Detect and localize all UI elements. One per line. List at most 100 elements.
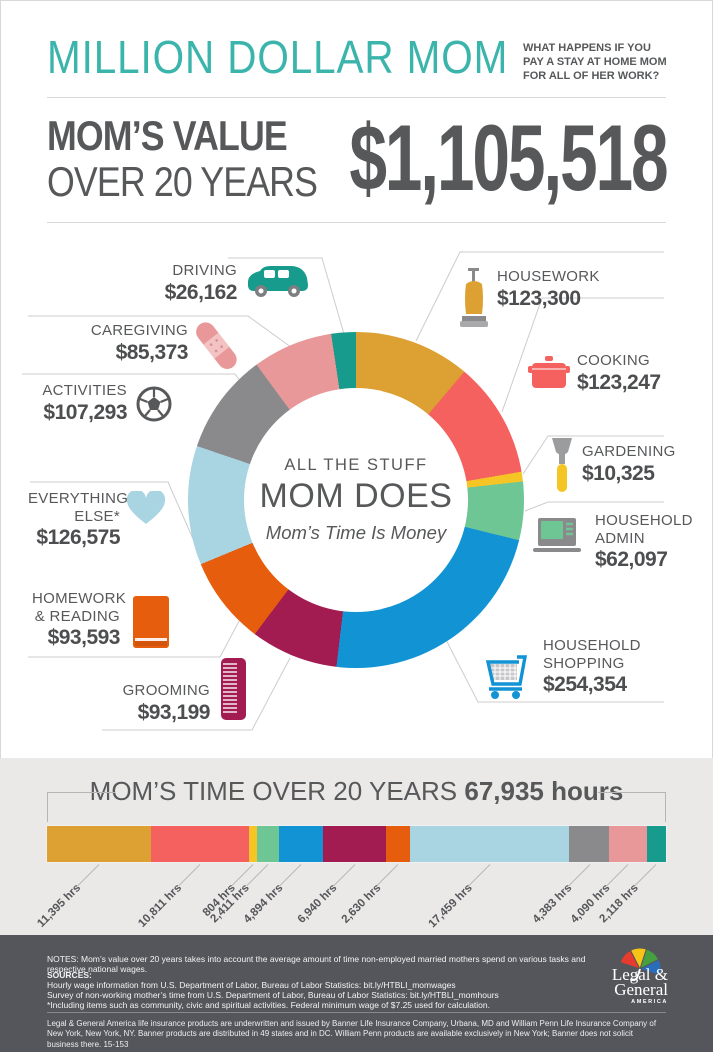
bar-hours-label: 2,630 hrs bbox=[339, 882, 383, 926]
callout-value: $107,293 bbox=[43, 400, 127, 424]
callout-driving: DRIVING $26,162 bbox=[137, 262, 238, 305]
callout-value: $93,199 bbox=[137, 700, 211, 724]
cooking-pot-icon bbox=[528, 356, 570, 388]
callout-everything-else: EVERYTHING ELSE* $126,575 bbox=[28, 490, 129, 551]
page-title: MILLION DOLLAR MOM bbox=[47, 31, 509, 83]
bar-segment-housework bbox=[47, 826, 151, 862]
laptop-icon bbox=[533, 518, 581, 554]
bar-label-line bbox=[606, 864, 629, 887]
bar-segment-gardening bbox=[249, 826, 257, 862]
value-amount: $1,105,518 bbox=[348, 105, 668, 210]
callout-label: COOKING bbox=[577, 352, 650, 369]
bar-label-line bbox=[567, 864, 590, 887]
bar-label-line bbox=[376, 864, 399, 887]
heart-icon bbox=[127, 491, 165, 525]
callout-label: HOUSEHOLD SHOPPING bbox=[543, 637, 641, 672]
callout-label: CAREGIVING bbox=[90, 322, 188, 339]
stacked-bar-labels: 11,395 hrs 10,811 hrs 804 hrs 2,411 hrs 4,89… bbox=[36, 862, 666, 932]
value-label-line2: OVER 20 YEARS bbox=[47, 158, 318, 205]
comb-icon bbox=[221, 658, 246, 720]
callout-value: $85,373 bbox=[115, 340, 189, 364]
callout-gardening: GARDENING $10,325 bbox=[582, 443, 692, 486]
callout-homework-reading: HOMEWORK & READING $93,593 bbox=[32, 590, 127, 651]
callout-value: $93,593 bbox=[47, 626, 121, 650]
bar-segment-household-admin bbox=[256, 826, 279, 862]
footer-divider bbox=[47, 1012, 666, 1013]
time-title-bold: 67,935 hours bbox=[464, 776, 624, 806]
donut-center-line1: ALL THE STUFF bbox=[284, 456, 428, 474]
bracket-stub-left bbox=[47, 792, 48, 822]
callout-value: $123,300 bbox=[497, 286, 581, 310]
callout-caregiving: CAREGIVING $85,373 bbox=[83, 322, 189, 365]
time-title-regular: MOM’S TIME OVER 20 YEARS bbox=[89, 776, 465, 806]
bar-hours-label: 17,459 hrs bbox=[426, 882, 475, 931]
footer-source-line: *Including items such as community, civi… bbox=[47, 1000, 490, 1010]
donut-center-line3: Mom’s Time Is Money bbox=[265, 522, 447, 543]
logo-text-line1: Legal & bbox=[611, 965, 668, 984]
bar-label-line bbox=[77, 864, 100, 887]
callout-label: HOMEWORK & READING bbox=[32, 590, 127, 625]
footer-source-line: Survey of non-working mother’s time from… bbox=[47, 990, 499, 1000]
footer-notes: NOTES: Mom’s value over 20 years takes i… bbox=[47, 954, 586, 974]
bar-segment-homework-reading bbox=[386, 826, 411, 862]
callout-value: $26,162 bbox=[164, 280, 238, 304]
callout-value: $10,325 bbox=[582, 461, 655, 485]
callout-line-household-admin bbox=[524, 501, 664, 512]
vacuum-icon bbox=[460, 268, 488, 330]
callout-household-admin: HOUSEHOLD ADMIN $62,097 bbox=[595, 512, 695, 573]
donut-center-line2: MOM DOES bbox=[259, 477, 453, 515]
bar-hours-label: 10,811 hrs bbox=[136, 882, 185, 930]
time-section-title: MOM’S TIME OVER 20 YEARS 67,935 hours bbox=[0, 776, 713, 807]
divider bbox=[47, 222, 666, 223]
callout-value: $123,247 bbox=[577, 370, 661, 394]
stacked-bar bbox=[47, 826, 666, 862]
footer: NOTES: Mom’s value over 20 years takes i… bbox=[0, 935, 713, 1052]
footer-sources-title: SOURCES: bbox=[47, 970, 92, 980]
footer-source-line: Hourly wage information from U.S. Depart… bbox=[47, 980, 456, 990]
minivan-icon bbox=[247, 264, 309, 298]
bandage-icon bbox=[193, 320, 239, 372]
bracket-stub-right bbox=[665, 792, 666, 822]
bar-label-line bbox=[468, 864, 491, 887]
bar-label-line bbox=[178, 864, 201, 887]
callout-label: DRIVING bbox=[172, 262, 237, 279]
logo-text-line3: AMERICA bbox=[631, 999, 668, 1005]
callout-grooming: GROOMING $93,199 bbox=[108, 682, 211, 725]
bar-label-line bbox=[333, 864, 356, 887]
callout-cooking: COOKING $123,247 bbox=[577, 352, 687, 395]
callout-label: GARDENING bbox=[582, 443, 676, 460]
value-label-line1: MOM’S VALUE bbox=[47, 112, 288, 159]
bar-segment-household-shopping bbox=[278, 826, 324, 862]
callout-label: GROOMING bbox=[122, 682, 210, 699]
bar-hours-label: 4,383 hrs bbox=[530, 882, 574, 926]
shopping-cart-icon bbox=[480, 653, 530, 699]
bracket-line-left bbox=[47, 792, 115, 793]
callout-label: EVERYTHING ELSE* bbox=[28, 490, 129, 525]
bracket-line-right bbox=[598, 792, 666, 793]
footer-disclaimer: Legal & General America life insurance p… bbox=[47, 1019, 657, 1049]
bar-segment-everything-else bbox=[410, 826, 570, 862]
callout-value: $126,575 bbox=[36, 526, 120, 550]
callout-label: ACTIVITIES bbox=[42, 382, 127, 399]
bar-label-line bbox=[279, 864, 302, 887]
donut-center: ALL THE STUFF MOM DOES Mom’s Time Is Mon… bbox=[244, 388, 468, 612]
bar-segment-caregiving bbox=[609, 826, 647, 862]
bar-hours-label: 6,940 hrs bbox=[295, 882, 340, 926]
bar-segment-grooming bbox=[323, 826, 387, 862]
callout-household-shopping: HOUSEHOLD SHOPPING $254,354 bbox=[543, 637, 668, 698]
callout-label: HOUSEWORK bbox=[497, 268, 600, 285]
bar-label-line bbox=[634, 864, 657, 887]
callout-activities: ACTIVITIES $107,293 bbox=[27, 382, 127, 425]
callout-value: $62,097 bbox=[595, 548, 668, 572]
callout-housework: HOUSEWORK $123,300 bbox=[497, 268, 627, 311]
callout-value: $254,354 bbox=[543, 673, 627, 697]
bar-segment-activities bbox=[569, 826, 610, 862]
book-icon bbox=[133, 596, 169, 648]
divider bbox=[47, 97, 666, 98]
umbrella-logo-icon bbox=[616, 943, 666, 985]
bar-segment-cooking bbox=[150, 826, 250, 862]
callout-label: HOUSEHOLD ADMIN bbox=[595, 512, 693, 547]
logo-text-line2: General bbox=[614, 980, 668, 999]
page-subtitle: WHAT HAPPENS IF YOU PAY A STAY AT HOME M… bbox=[523, 42, 667, 82]
